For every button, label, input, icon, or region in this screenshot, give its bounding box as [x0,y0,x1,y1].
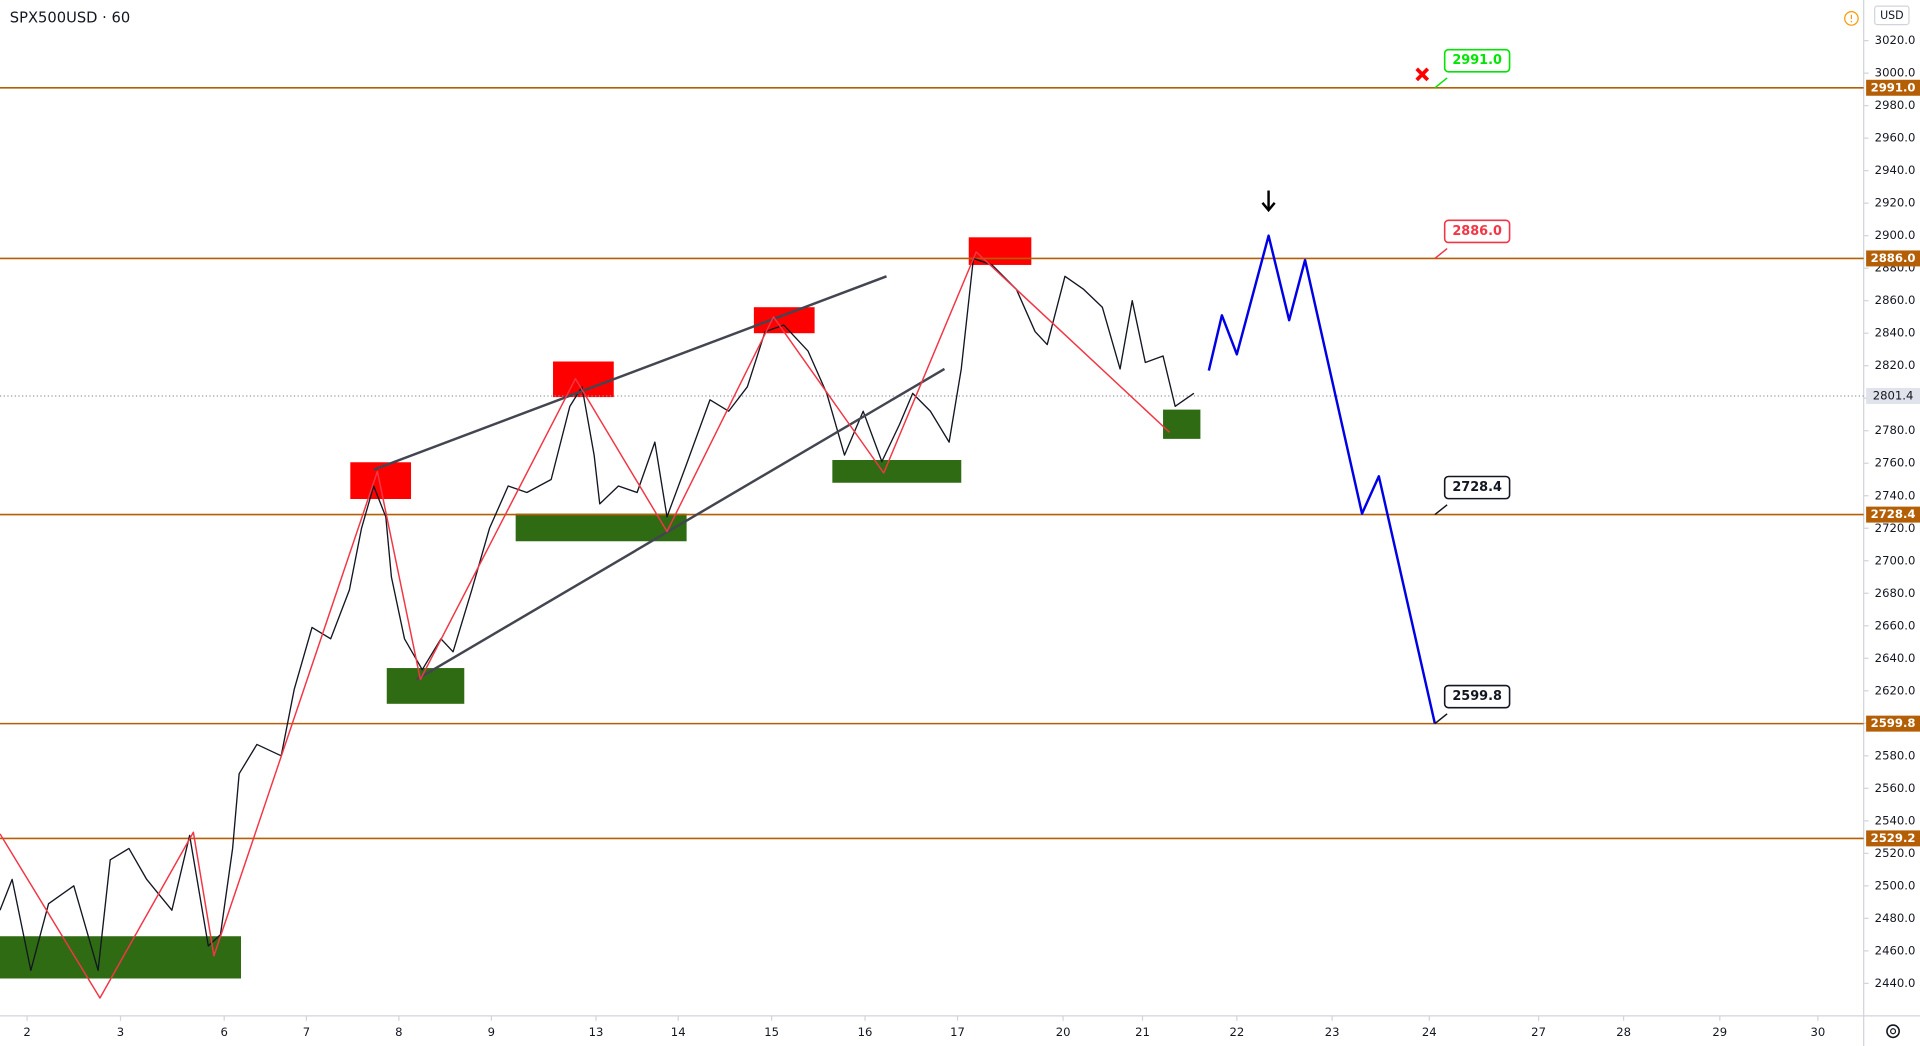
down-arrow [1261,190,1276,213]
y-tick-label: 2860.0 [1875,293,1916,307]
last-price-label: 2801.4 [1873,388,1914,402]
x-tick-label: 17 [950,1025,965,1039]
x-tick-label: 14 [671,1025,686,1039]
x-tick-label: 23 [1325,1025,1340,1039]
level-price-label: 2529.2 [1871,831,1916,845]
currency-box[interactable] [1874,5,1910,26]
y-tick-label: 2660.0 [1875,618,1916,632]
x-tick-label: 6 [221,1025,228,1039]
y-tick-label: 2740.0 [1875,488,1916,502]
zone [832,459,962,483]
y-tick-label: 2840.0 [1875,326,1916,340]
x-tick-label: 2 [23,1025,30,1039]
level-price-box [1866,715,1920,732]
y-tick-label: 2900.0 [1875,228,1916,242]
y-tick-label: 2560.0 [1875,781,1916,795]
y-tick-label: 2480.0 [1875,911,1916,925]
level-price-label: 2886.0 [1871,251,1916,265]
y-tick-label: 2680.0 [1875,586,1916,600]
level-price-label: 2991.0 [1871,80,1916,94]
callout-label: 2991.0 [1452,53,1502,68]
y-tick-label: 3000.0 [1875,66,1916,80]
y-tick-label: 2640.0 [1875,651,1916,665]
y-tick-label: 2440.0 [1875,976,1916,990]
x-tick-label: 21 [1135,1025,1150,1039]
callout-pointer [1434,713,1448,725]
y-tick-label: 2960.0 [1875,131,1916,145]
callout-pointer [1434,248,1448,260]
callout-label: 2728.4 [1452,480,1502,495]
projection-line [1207,234,1437,724]
x-tick-label: 20 [1056,1025,1071,1039]
red-cross [1415,67,1430,82]
y-tick-label: 2760.0 [1875,456,1916,470]
level-price-label: 2599.8 [1871,716,1916,730]
y-tick-label: 2700.0 [1875,553,1916,567]
last-price-box [1866,387,1920,404]
x-tick-label: 16 [858,1025,873,1039]
x-tick-label: 3 [117,1025,124,1039]
x-tick-label: 9 [488,1025,495,1039]
x-tick-label: 30 [1811,1025,1826,1039]
price-line [0,257,1195,972]
level-price-label: 2728.4 [1871,507,1916,521]
y-tick-label: 2580.0 [1875,748,1916,762]
callout-box [1443,475,1511,500]
x-tick-label: 24 [1422,1025,1437,1039]
zigzag-line [0,251,1171,999]
callout-box [1443,219,1511,244]
callout-pointer [1434,77,1448,89]
y-tick-label: 2940.0 [1875,163,1916,177]
y-tick-label: 2980.0 [1875,98,1916,112]
callout-label: 2599.8 [1452,689,1502,704]
callout-pointer [1434,504,1448,516]
x-tick-label: 22 [1229,1025,1244,1039]
y-tick-label: 2500.0 [1875,878,1916,892]
trend-line [416,367,946,681]
trend-line [373,275,887,471]
y-tick-label: 2540.0 [1875,813,1916,827]
y-tick-label: 2820.0 [1875,358,1916,372]
zone [0,936,242,979]
y-tick-label: 2920.0 [1875,196,1916,210]
y-tick-label: 2460.0 [1875,943,1916,957]
x-tick-label: 15 [764,1025,779,1039]
y-tick-label: 2520.0 [1875,846,1916,860]
zone [1163,409,1201,439]
x-tick-label: 13 [589,1025,604,1039]
level-price-box [1866,250,1920,267]
x-tick-label: 8 [395,1025,402,1039]
warning-icon[interactable] [1844,11,1859,26]
zone [753,307,815,334]
level-price-box [1866,79,1920,96]
y-tick-label: 2620.0 [1875,683,1916,697]
chart-title: SPX500USD · 60 [10,9,130,26]
callout-label: 2886.0 [1452,224,1502,239]
y-tick-label: 3020.0 [1875,33,1916,47]
level-price-box [1866,506,1920,523]
y-tick-label: 2780.0 [1875,423,1916,437]
x-tick-label: 7 [303,1025,310,1039]
level-price-box [1866,830,1920,847]
x-tick-label: 29 [1712,1025,1727,1039]
x-tick-label: 28 [1616,1025,1631,1039]
callout-box [1443,48,1511,73]
callout-box [1443,684,1511,709]
settings-icon[interactable] [1886,1024,1900,1039]
x-tick-label: 27 [1531,1025,1546,1039]
y-tick-label: 2720.0 [1875,521,1916,535]
currency-label[interactable]: USD [1880,9,1904,22]
